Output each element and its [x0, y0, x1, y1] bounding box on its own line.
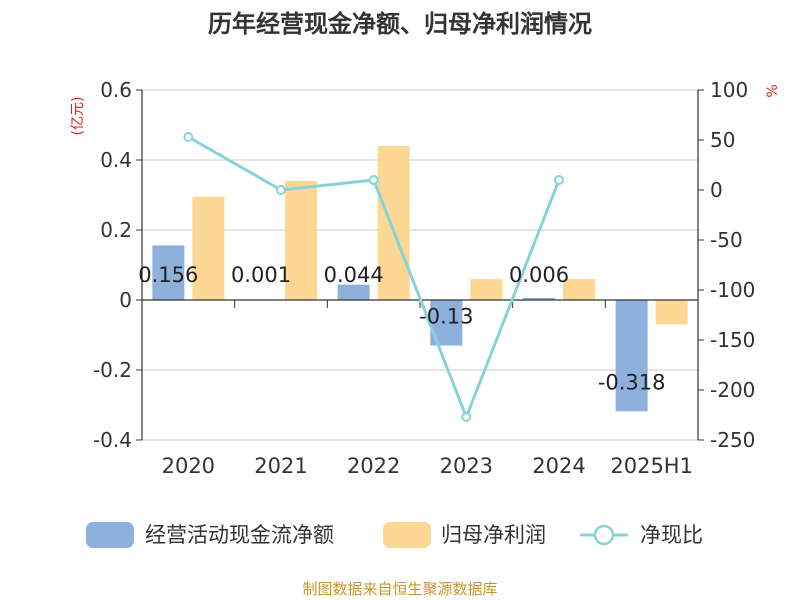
x-tick-label: 2023: [440, 454, 493, 478]
legend-swatch-operating-cash-flow: [86, 522, 134, 548]
ratio-point: [276, 185, 286, 195]
bar-value-label: 0.006: [509, 263, 569, 287]
bar-value-label: 0.044: [324, 263, 384, 287]
bar-net-profit: [563, 279, 595, 300]
bar-operating-cash-flow: [523, 297, 555, 300]
right-tick-label: -150: [710, 328, 755, 352]
ratio-point: [461, 412, 472, 422]
left-tick-label: -0.4: [93, 428, 132, 452]
bar-value-labels: 0.156 0.001 0.044 -0.13 0.006 -0.318: [138, 263, 665, 394]
right-axis: 100 50 0 -50 -100 -150 -200 -250: [697, 78, 755, 452]
x-tick-label: 2020: [162, 454, 215, 478]
legend-item-cash-ratio[interactable]: 净现比: [580, 523, 703, 547]
x-tick-label: 2024: [532, 454, 585, 478]
x-tick-label: 2021: [254, 454, 307, 478]
bars: [152, 146, 688, 412]
source-note: 制图数据来自恒生聚源数据库: [302, 580, 497, 598]
ratio-point: [368, 175, 379, 185]
left-tick-label: 0: [119, 288, 132, 312]
right-axis-unit: %: [765, 84, 781, 97]
ratio-line: [183, 132, 564, 422]
ratio-point: [183, 132, 194, 142]
right-tick-label: -250: [710, 428, 755, 452]
bar-operating-cash-flow: [337, 284, 370, 300]
left-axis-unit: (亿元): [70, 97, 86, 136]
bar-value-label: -0.13: [419, 305, 473, 329]
right-tick-label: 100: [710, 78, 748, 102]
x-axis-labels: 2020 2021 2022 2023 2024 2025H1: [162, 454, 693, 478]
grid-lines: [142, 89, 698, 441]
bar-net-profit: [285, 181, 317, 300]
legend-item-net-profit[interactable]: 归母净利润: [383, 522, 546, 548]
left-tick-label: 0.4: [100, 148, 132, 172]
bar-value-label: -0.318: [598, 370, 666, 394]
x-tick-label: 2025H1: [610, 454, 693, 478]
legend-swatch-net-profit: [383, 522, 431, 548]
legend-label-operating-cash-flow: 经营活动现金流净额: [145, 523, 334, 547]
left-tick-label: -0.2: [93, 358, 132, 382]
bar-net-profit: [377, 146, 410, 300]
bar-value-label: 0.001: [231, 263, 291, 287]
legend: 经营活动现金流净额 归母净利润 净现比: [86, 522, 703, 548]
bar-value-label: 0.156: [138, 263, 198, 287]
legend-item-operating-cash-flow[interactable]: 经营活动现金流净额: [86, 522, 334, 548]
ratio-point: [554, 175, 564, 185]
left-tick-label: 0.2: [100, 218, 132, 242]
legend-label-cash-ratio: 净现比: [640, 523, 703, 547]
right-tick-label: 50: [710, 128, 735, 152]
bar-operating-cash-flow: [615, 300, 648, 412]
right-tick-label: -100: [710, 278, 755, 302]
legend-marker-cash-ratio: [593, 524, 615, 546]
left-tick-label: 0.6: [100, 78, 132, 102]
right-tick-label: -200: [710, 378, 755, 402]
bar-net-profit: [655, 300, 688, 325]
x-tick-label: 2022: [347, 454, 400, 478]
bar-net-profit: [192, 196, 225, 300]
bar-net-profit: [470, 279, 503, 300]
bar-operating-cash-flow: [152, 245, 185, 300]
right-tick-label: 0: [710, 178, 723, 202]
right-tick-label: -50: [710, 228, 743, 252]
left-axis: 0.6 0.4 0.2 0 -0.2 -0.4: [93, 78, 143, 452]
legend-label-net-profit: 归母净利润: [441, 523, 546, 547]
chart-title: 历年经营现金净额、归母净利润情况: [208, 10, 592, 38]
